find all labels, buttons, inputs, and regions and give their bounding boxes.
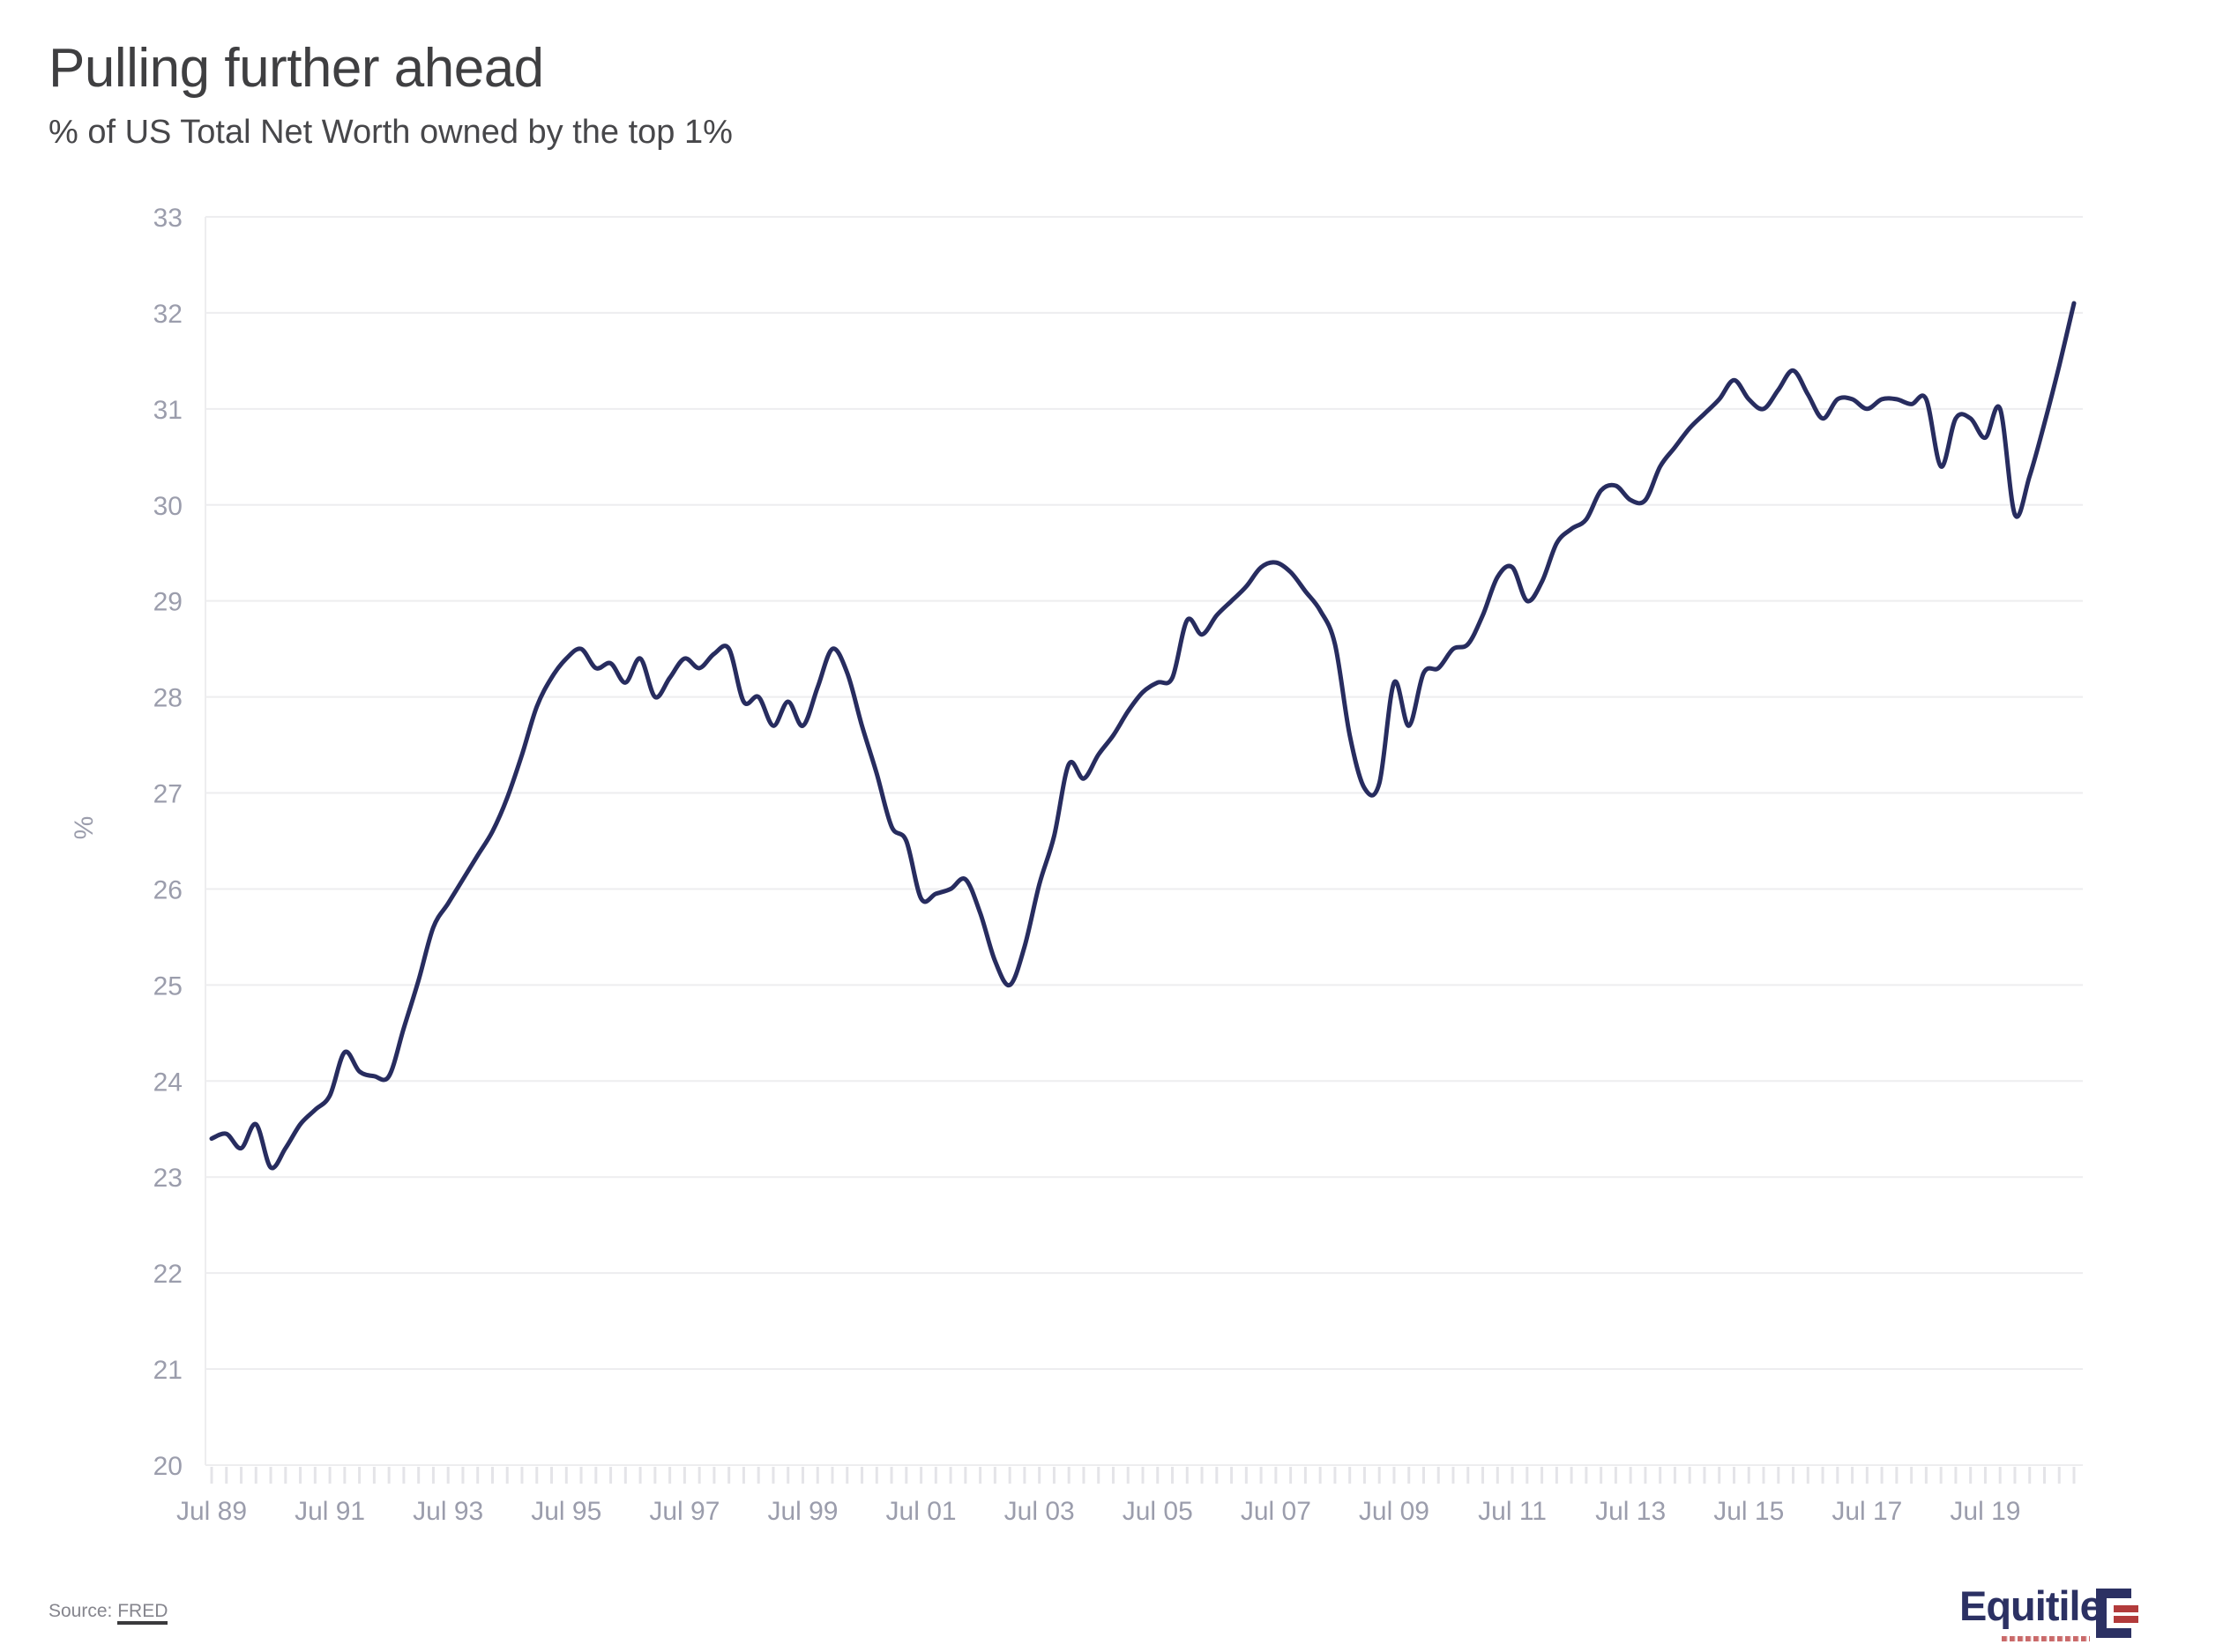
x-tick-label: Jul 01 <box>886 1497 957 1526</box>
source-note: Source: FRED <box>48 1601 168 1625</box>
source-label: Source: <box>48 1601 113 1621</box>
page-subtitle: % of US Total Net Worth owned by the top… <box>48 114 733 151</box>
x-tick-label: Jul 95 <box>531 1497 601 1526</box>
x-tick-label: Jul 11 <box>1478 1497 1547 1526</box>
x-tick-label: Jul 09 <box>1359 1497 1429 1526</box>
y-tick-label: 28 <box>153 684 183 713</box>
y-tick-label: 20 <box>153 1452 183 1481</box>
y-tick-label: 29 <box>153 588 183 617</box>
x-tick-label: Jul 99 <box>767 1497 838 1526</box>
equitile-wordmark: Equitile <box>1959 1582 2103 1629</box>
x-tick-label: Jul 15 <box>1713 1497 1784 1526</box>
y-tick-label: 24 <box>153 1068 183 1097</box>
x-tick-label: Jul 17 <box>1831 1497 1902 1526</box>
data-line <box>209 301 2077 1171</box>
y-tick-label: 22 <box>153 1260 183 1289</box>
y-tick-label: 31 <box>153 396 183 425</box>
y-tick-label: 21 <box>153 1356 183 1385</box>
equitile-logo-icon <box>2096 1589 2138 1638</box>
x-tick-label: Jul 91 <box>295 1497 365 1526</box>
x-tick-label: Jul 13 <box>1595 1497 1666 1526</box>
x-tick-label: Jul 93 <box>413 1497 483 1526</box>
logo-tagline-text <box>2002 1636 2090 1641</box>
x-tick-label: Jul 89 <box>176 1497 247 1526</box>
x-tick-label: Jul 19 <box>1950 1497 2020 1526</box>
y-tick-label: 33 <box>153 204 183 233</box>
x-tick-label: Jul 03 <box>1004 1497 1075 1526</box>
y-tick-label: 32 <box>153 300 183 329</box>
y-tick-label: 25 <box>153 971 183 1001</box>
x-tick-label: Jul 07 <box>1241 1497 1311 1526</box>
page-title: Pulling further ahead <box>48 38 544 99</box>
y-tick-label: 30 <box>153 492 183 521</box>
y-tick-label: 23 <box>153 1164 183 1193</box>
x-tick-label: Jul 05 <box>1123 1497 1193 1526</box>
x-tick-label: Jul 97 <box>649 1497 720 1526</box>
y-axis-title: % <box>70 815 99 840</box>
y-tick-label: 27 <box>153 780 183 809</box>
equitile-logo: Equitile <box>1959 1581 2145 1645</box>
y-tick-label: 26 <box>153 875 183 904</box>
source-link-fred[interactable]: FRED <box>117 1601 168 1625</box>
